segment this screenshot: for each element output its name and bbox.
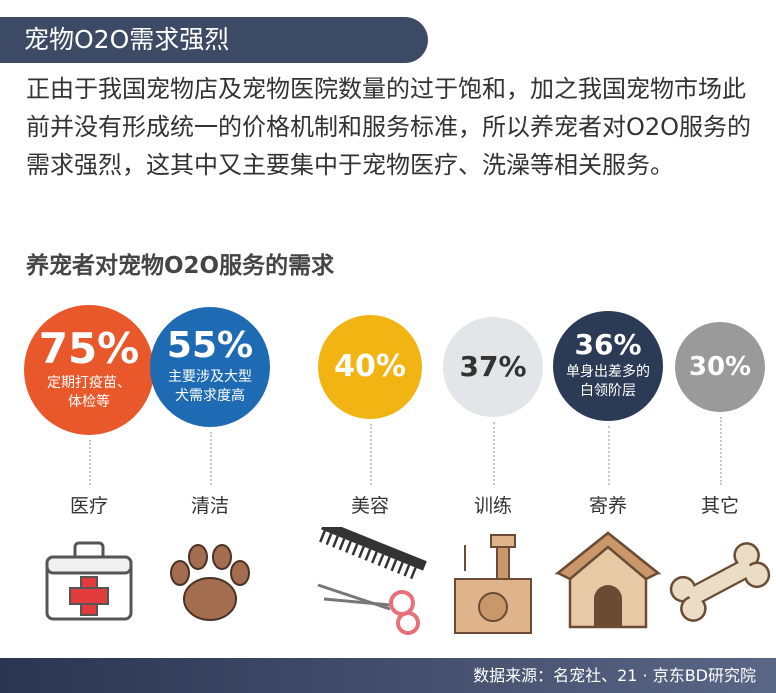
bubble-other: 30% [675,322,765,412]
category-label-boarding: 寄养 [588,495,627,517]
value-label-boarding: 36% [574,328,642,361]
cat-tree-icon [454,534,532,634]
category-label-cleaning: 清洁 [190,495,229,517]
category-label-grooming: 美容 [350,495,389,517]
bone-icon [669,542,771,622]
bubble-cleaning: 55% 主要涉及大型犬需求度高 [150,307,270,427]
stem-training [493,422,495,485]
bubble-boarding: 36% 单身出差多的白领阶层 [553,311,663,421]
stem-medical [89,440,91,485]
note-boarding: 单身出差多的白领阶层 [566,364,650,399]
footer-band: 数据来源：名宠社、21 · 京东BD研究院 [0,658,776,693]
value-label-cleaning: 55% [166,325,254,366]
chart-title: 养宠者对宠物O2O服务的需求 [26,253,335,279]
note-cleaning: 主要涉及大型犬需求度高 [168,369,252,404]
value-label-other: 30% [688,352,752,382]
category-column-other: 30% 其它 [660,295,776,655]
category-label-other: 其它 [700,495,739,517]
data-source: 数据来源：名宠社、21 · 京东BD研究院 [473,666,756,685]
bubble-medical: 75% 定期打疫苗、体检等 [24,305,154,435]
value-label-grooming: 40% [334,349,406,384]
category-column-medical: 75% 定期打疫苗、体检等 医疗 [24,295,154,655]
category-column-grooming: 40% 美容 [310,295,430,655]
section-title: 宠物O2O需求强烈 [24,25,230,54]
paw-icon [170,544,250,621]
note-medical: 定期打疫苗、体检等 [47,375,131,410]
category-column-training: 37% 训练 [433,295,553,655]
stem-cleaning [210,432,212,485]
bubble-training: 37% [443,317,543,417]
bubble-grooming: 40% [318,315,422,419]
stem-grooming [370,424,372,485]
category-column-cleaning: 55% 主要涉及大型犬需求度高 清洁 [150,295,270,655]
value-label-medical: 75% [38,324,140,373]
dog-house-icon [554,531,662,629]
stem-boarding [608,426,610,485]
first-aid-kit-icon [45,541,133,621]
category-label-medical: 医疗 [69,495,108,517]
stem-other [720,417,722,485]
category-label-training: 训练 [473,495,512,517]
header-band: 宠物O2O需求强烈 [0,17,428,63]
intro-paragraph: 正由于我国宠物店及宠物医院数量的过于饱和，加之我国宠物市场此前并没有形成统一的价… [26,75,752,179]
category-column-boarding: 36% 单身出差多的白领阶层 寄养 [548,295,668,655]
comb-scissors-icon [317,527,427,635]
value-label-training: 37% [459,350,527,383]
